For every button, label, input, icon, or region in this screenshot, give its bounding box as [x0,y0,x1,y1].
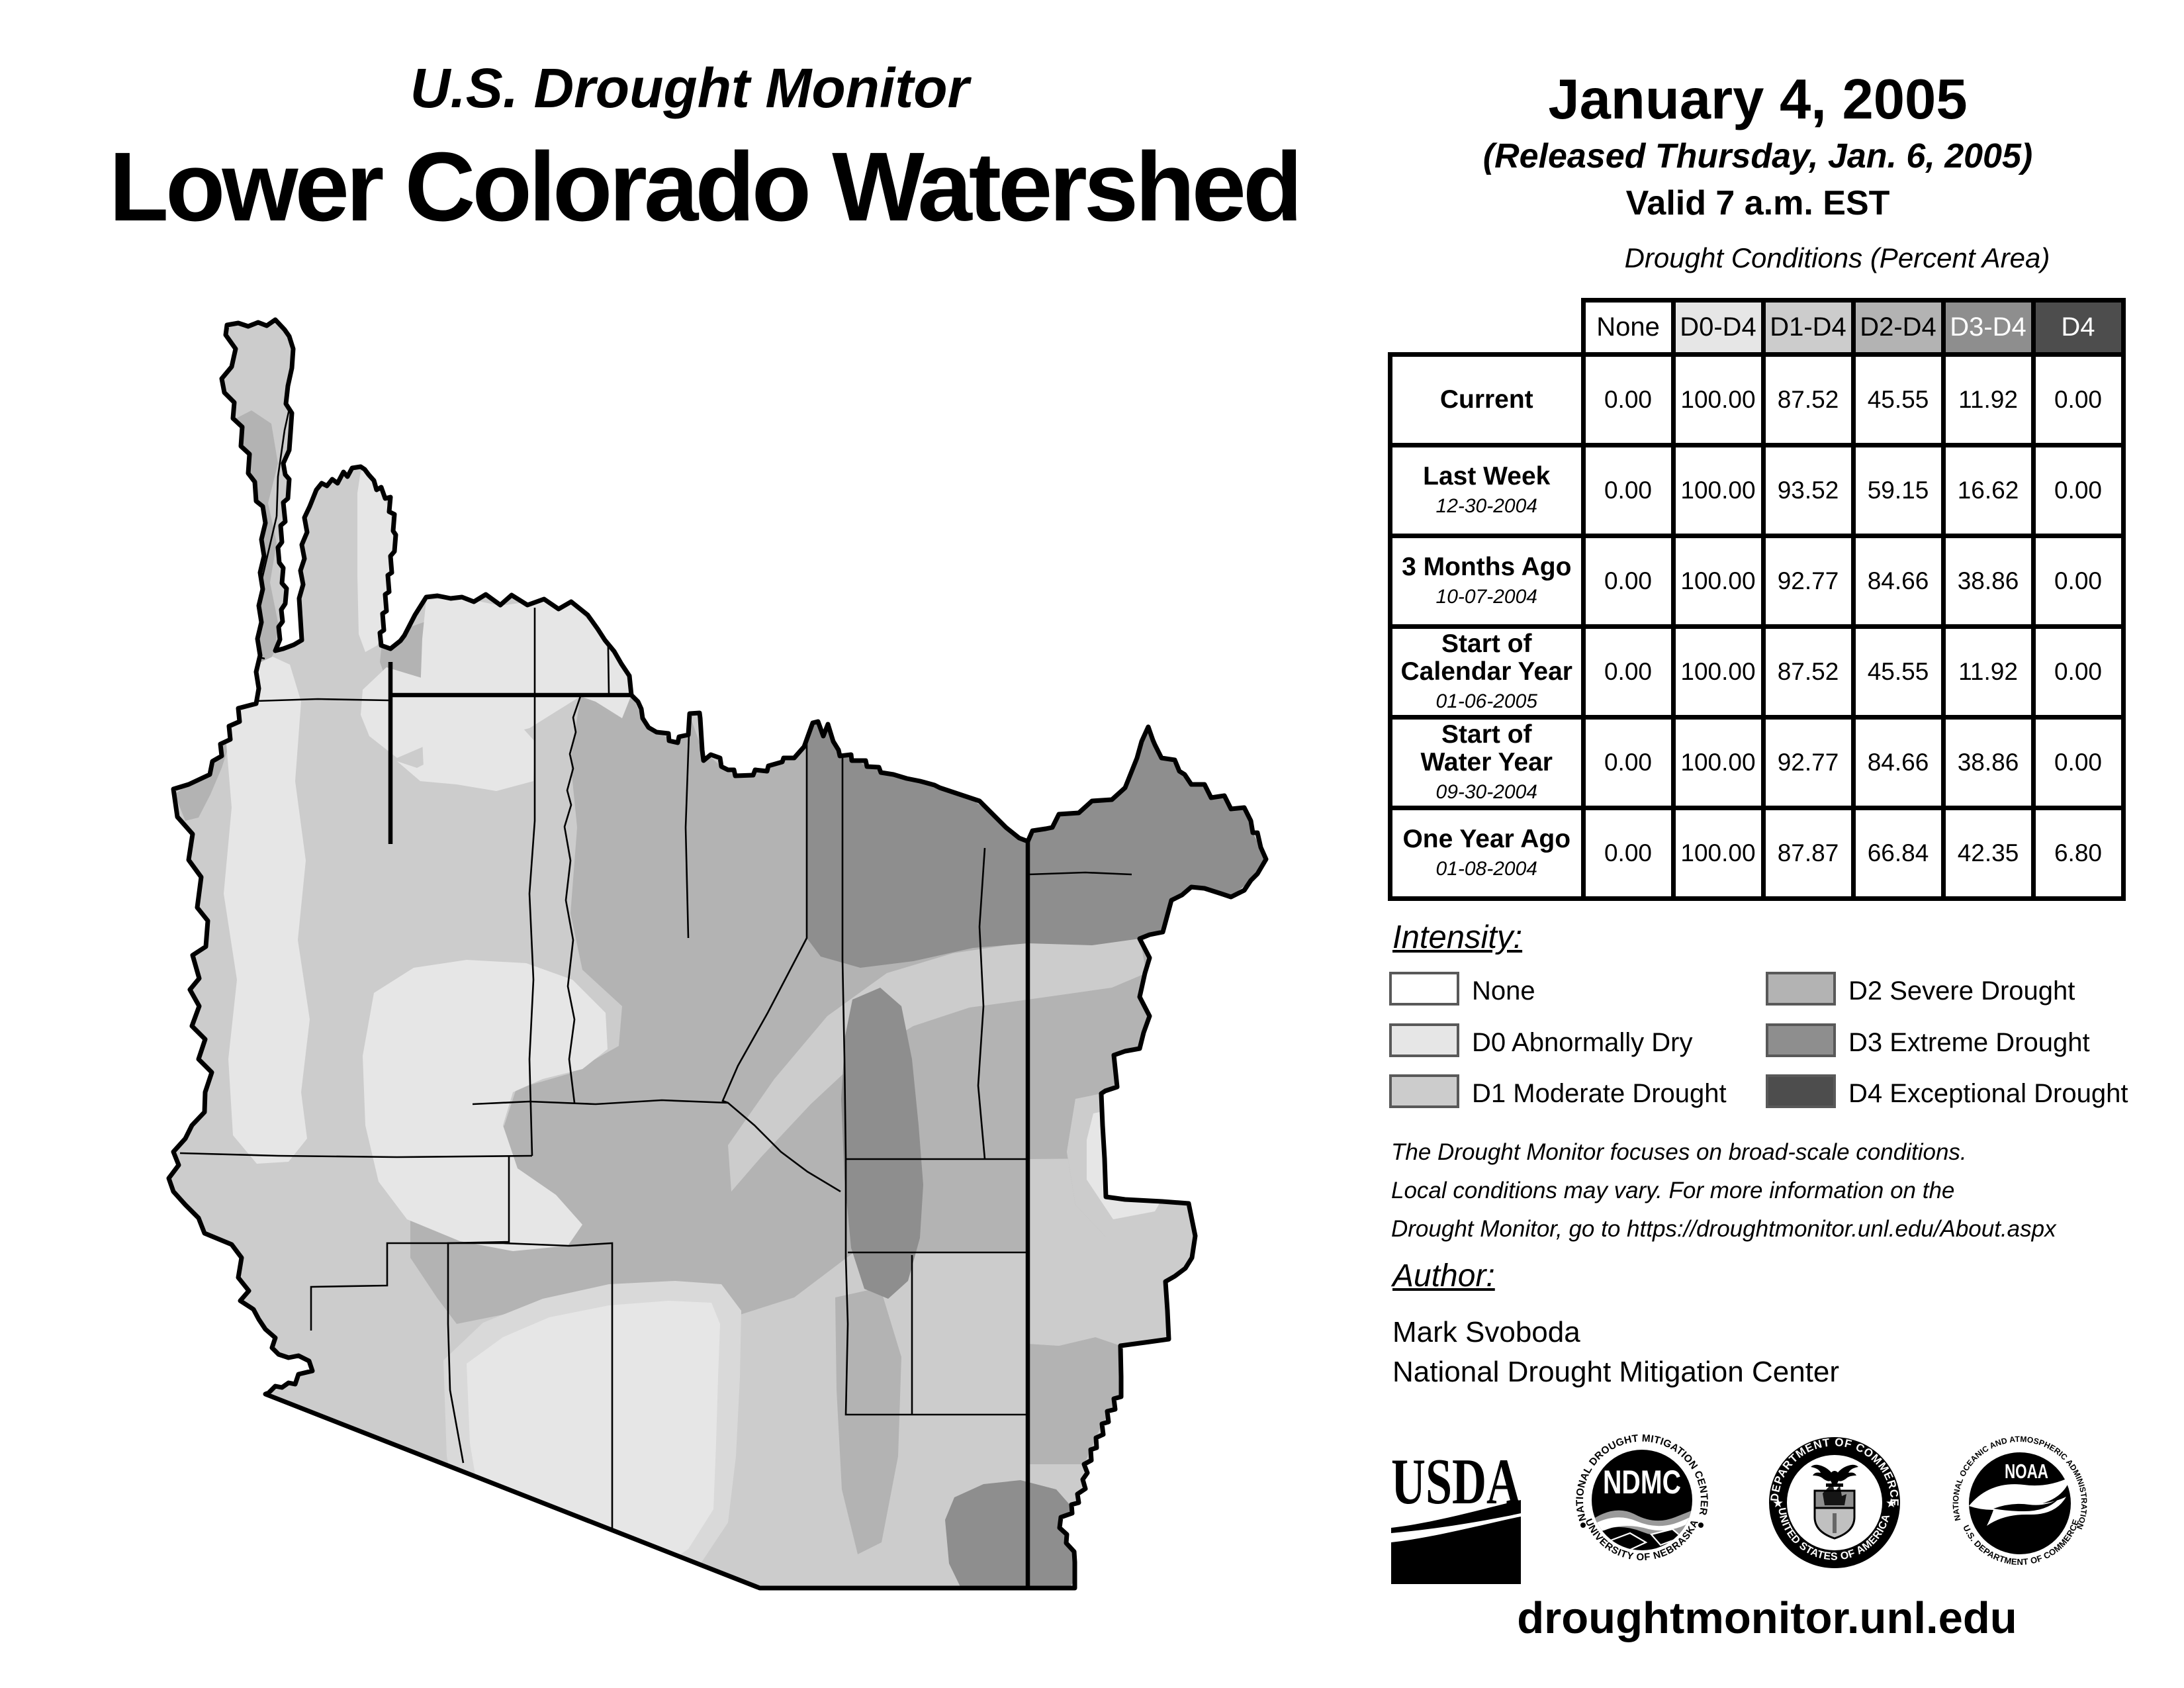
svg-text:★: ★ [1886,1497,1897,1511]
svg-text:NOAA: NOAA [2005,1460,2048,1483]
svg-text:★: ★ [1772,1497,1784,1511]
svg-text:NDMC: NDMC [1603,1464,1681,1501]
